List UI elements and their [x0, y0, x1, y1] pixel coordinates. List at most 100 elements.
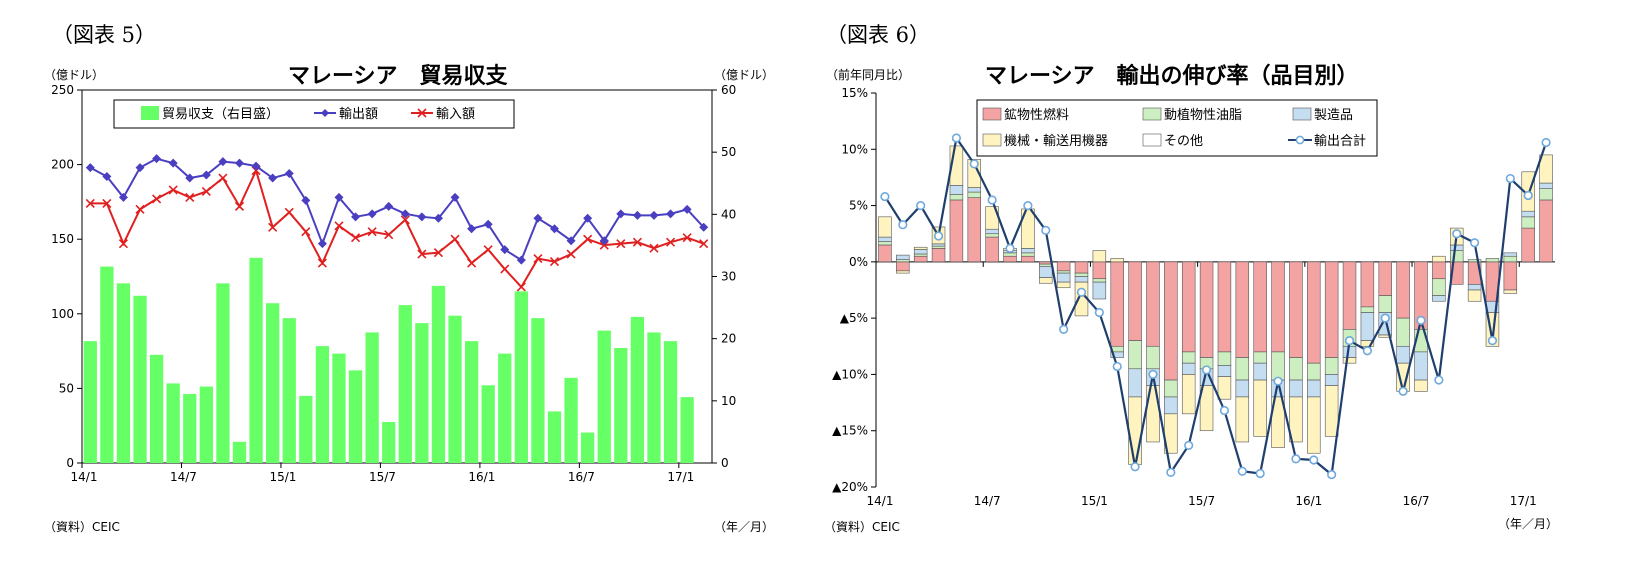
- fig6-oils-segment: [1396, 317, 1410, 347]
- fig5-right-tick-label: 10: [721, 394, 736, 408]
- fig5-balance-bar: [183, 393, 197, 463]
- fig6-oils-segment: [967, 191, 982, 198]
- fig6-total-point: [898, 220, 908, 230]
- fig5-exports-point: [566, 236, 576, 246]
- fig5-balance-bar: [581, 432, 595, 463]
- fig5-exports-point: [632, 210, 642, 220]
- figure-6: （図表 6） マレーシア 輸出の伸び率（品目別） （前年同月比） （資料）CEI…: [824, 23, 1558, 534]
- fig6-manuf-segment: [1503, 252, 1518, 257]
- fig5-imports-point: [616, 239, 626, 249]
- fig6-total-point: [1398, 386, 1408, 396]
- fig5-imports-point: [400, 215, 410, 225]
- fig6-total-point: [1166, 467, 1176, 477]
- fig6-machinery-segment: [896, 270, 910, 274]
- fig5-balance-bar: [448, 315, 462, 463]
- fig6-manuf-segment: [1414, 351, 1428, 381]
- fig5-exports-point: [201, 170, 211, 180]
- fig6-total-point: [1076, 287, 1087, 297]
- fig6-manuf-segment: [1449, 244, 1464, 251]
- fig6-y-tick-label: ▲20%: [832, 480, 868, 494]
- fig6-oils-segment: [1485, 258, 1500, 263]
- fig6-oils-segment: [1289, 357, 1303, 381]
- fig5-title: マレーシア 貿易収支: [288, 64, 509, 89]
- fig6-machinery-segment: [1307, 396, 1321, 454]
- fig6-x-tick-label: 16/1: [1295, 494, 1322, 508]
- fig5-imports-point: [583, 234, 593, 244]
- fig5-legend-balance-swatch: [141, 106, 159, 120]
- fig5-imports-line: [90, 167, 705, 289]
- fig6-total-point: [1219, 405, 1230, 416]
- fig5-balance-bar: [382, 421, 396, 463]
- fig6-machinery-segment: [1503, 289, 1518, 294]
- fig5-imports-point: [201, 186, 211, 197]
- fig6-manuf-segment: [1181, 362, 1196, 375]
- fig5-imports-point: [234, 201, 245, 211]
- fig6-machinery-segment: [1253, 379, 1267, 437]
- fig6-fuel-segment: [931, 248, 946, 263]
- fig5-exports-point: [334, 192, 344, 202]
- fig6-legend-total: 輸出合計: [1314, 133, 1366, 149]
- fig5-right-tick-label: 0: [721, 456, 729, 470]
- fig6-fuel-segment: [1396, 261, 1410, 319]
- fig6-total-point: [1201, 365, 1212, 375]
- fig5-balance-bar: [83, 341, 97, 463]
- fig5-balance-bar: [315, 346, 330, 463]
- fig5-left-tick-label: 150: [51, 232, 74, 246]
- fig6-y-tick-label: 15%: [841, 86, 868, 100]
- fig6-manuf-segment: [1396, 345, 1410, 364]
- fig6-oils-segment: [1307, 362, 1321, 381]
- fig6-plot-area: ▲20% ▲15% ▲10% ▲5% 0% 5% 10% 15% 14/1 14/7 15/1 15/…: [832, 86, 1555, 508]
- fig5-imports-point: [350, 233, 361, 243]
- fig6-fuel-segment: [1360, 261, 1375, 308]
- fig5-balance-bar: [149, 354, 164, 463]
- fig6-legend-fuel: 鉱物性燃料: [1004, 107, 1069, 123]
- fig5-exports-point: [400, 209, 410, 219]
- fig6-oils-segment: [1467, 259, 1482, 263]
- fig5-balance-bar: [365, 332, 379, 463]
- fig5-imports-point: [218, 173, 228, 183]
- fig5-imports-point: [417, 249, 427, 259]
- fig5-imports-point: [118, 239, 129, 249]
- fig6-manuf-segment: [1039, 266, 1053, 278]
- fig6-manuf-segment: [1360, 312, 1375, 341]
- fig6-machinery-segment: [1199, 385, 1214, 432]
- fig6-machinery-segment: [1432, 255, 1446, 263]
- fig6-machinery-segment: [1289, 396, 1303, 443]
- fig5-balance-bar: [597, 330, 611, 463]
- fig6-machinery-segment: [1539, 154, 1553, 184]
- fig6-oils-segment: [878, 241, 892, 246]
- fig5-left-tick-label: 0: [66, 456, 74, 470]
- fig5-exports-point: [699, 222, 709, 232]
- fig6-oils-segment: [1378, 295, 1392, 313]
- fig5-exports-point: [583, 213, 593, 223]
- fig6-oils-segment: [1360, 306, 1375, 313]
- fig6-total-point: [1362, 346, 1372, 356]
- fig6-oils-segment: [1128, 340, 1142, 370]
- fig5-imports-point: [334, 221, 344, 231]
- fig5-right-tick-label: 50: [721, 145, 736, 159]
- fig5-balance-bar: [680, 397, 694, 463]
- fig6-manuf-segment: [1521, 210, 1535, 218]
- fig6-x-tick-label: 15/1: [1081, 494, 1108, 508]
- fig6-manuf-segment: [1235, 379, 1250, 398]
- fig5-legend-exports: 輸出額: [339, 107, 378, 122]
- fig6-machinery-segment: [1092, 250, 1107, 263]
- fig5-exports-point: [168, 158, 178, 168]
- fig6-total-point: [1291, 454, 1301, 464]
- fig5-right-tick-label: 20: [721, 332, 736, 346]
- fig6-machinery-segment: [1056, 281, 1071, 289]
- fig6-fuel-segment: [1181, 261, 1196, 353]
- fig6-oils-segment: [1164, 379, 1178, 398]
- fig6-machinery-segment: [1217, 376, 1232, 400]
- fig5-balance-bar: [299, 395, 313, 463]
- fig6-y-tick-label: 5%: [849, 199, 868, 213]
- fig6-fuel-segment: [967, 197, 982, 263]
- fig5-imports-point: [384, 230, 394, 240]
- fig6-manuf-segment: [1307, 379, 1321, 398]
- fig6-x-tick-label: 17/1: [1510, 494, 1537, 508]
- fig6-manuf-segment: [931, 243, 946, 247]
- fig5-plot-area: 0 50 100 150 200 250 0 10 20 30 40 50 60 14/1 14/7 15/1…: [51, 83, 736, 484]
- fig6-manuf-segment: [1253, 362, 1267, 381]
- fig6-fuel-segment: [913, 255, 928, 263]
